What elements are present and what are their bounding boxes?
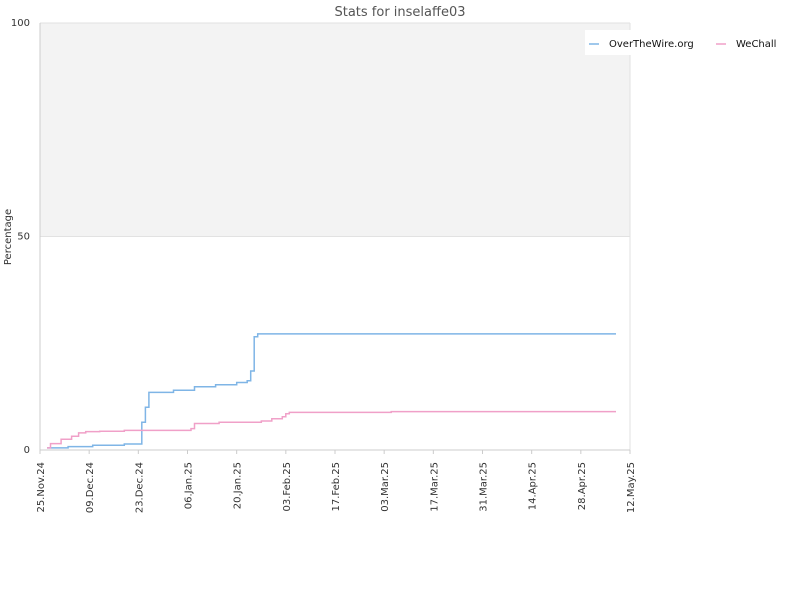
x-tick-label: 17.Mar.25 xyxy=(429,462,440,512)
y-axis-label: Percentage xyxy=(3,209,14,265)
x-tick-label: 12.May.25 xyxy=(626,462,637,513)
chart-title: Stats for inselaffe03 xyxy=(334,5,465,20)
x-tick-label: 25.Nov.24 xyxy=(36,462,47,513)
y-tick-label: 50 xyxy=(17,232,30,243)
legend-label: OverTheWire.org xyxy=(609,39,694,50)
x-tick-label: 14.Apr.25 xyxy=(528,462,539,510)
series-line-wechall xyxy=(47,410,616,449)
x-tick-label: 31.Mar.25 xyxy=(479,462,490,512)
x-tick-label: 06.Jan.25 xyxy=(184,462,195,509)
plot-area: 0 50 100 25.Nov.24 09.Dec.24 23.Dec.24 06.Jan.… xyxy=(11,18,637,513)
x-tick-label: 03.Mar.25 xyxy=(380,462,391,512)
legend-label: WeChall xyxy=(736,39,776,50)
x-tick-label: 28.Apr.25 xyxy=(577,462,588,510)
x-tick-label: 20.Jan.25 xyxy=(233,462,244,509)
y-tick-label: 0 xyxy=(24,445,30,456)
x-tick-label: 09.Dec.24 xyxy=(85,462,96,513)
background-band xyxy=(40,23,630,237)
x-tick-label: 23.Dec.24 xyxy=(134,462,145,513)
x-tick-label: 17.Feb.25 xyxy=(331,462,342,512)
x-tick-label: 03.Feb.25 xyxy=(282,462,293,512)
legend: OverTheWire.org WeChall xyxy=(585,30,785,55)
y-tick-label: 100 xyxy=(11,18,30,29)
legend-box xyxy=(585,30,785,55)
series-line-overthewire xyxy=(47,333,616,449)
